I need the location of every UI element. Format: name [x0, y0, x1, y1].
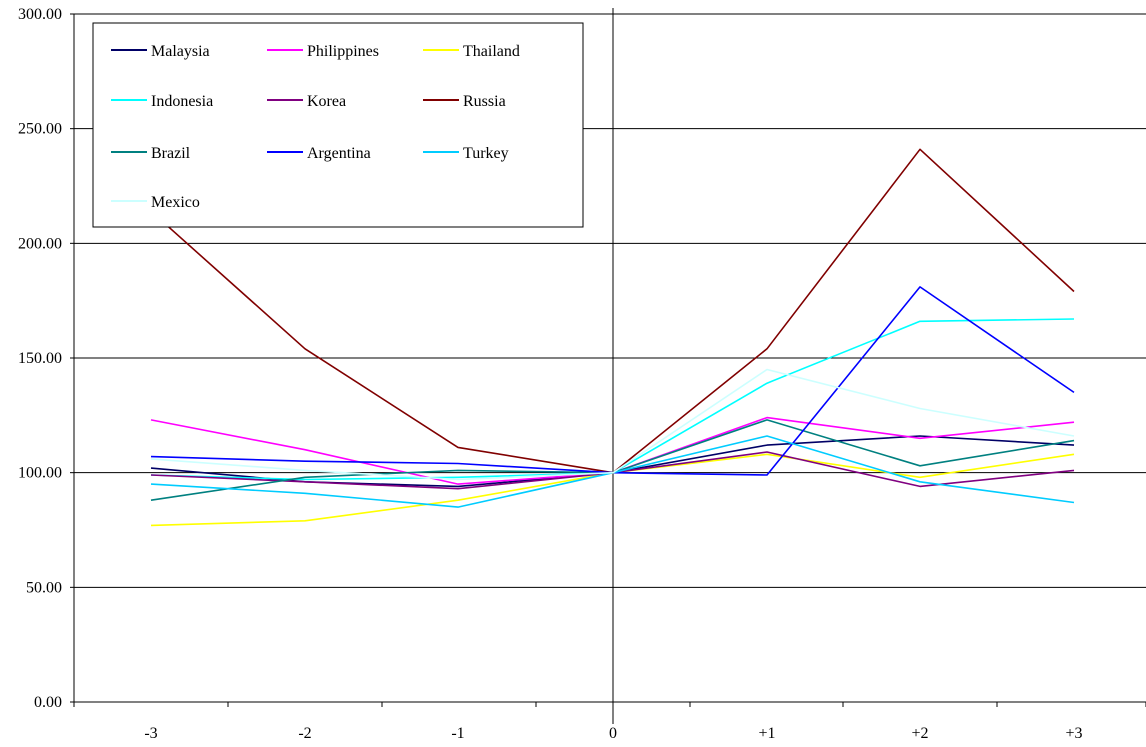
x-tick-label: +2	[911, 725, 928, 742]
x-tick-label: 0	[609, 725, 617, 742]
legend-label: Korea	[307, 93, 346, 110]
series-layer	[150, 148, 1075, 527]
y-tick-label: 200.00	[18, 235, 62, 252]
y-tick-label: 250.00	[18, 121, 62, 138]
legend-label: Argentina	[307, 145, 371, 162]
legend-label: Malaysia	[151, 43, 210, 60]
legend: Malaysia Philippines Thailand Indonesia Kore…	[92, 22, 584, 228]
legend-label: Indonesia	[151, 93, 213, 110]
x-tick-label: +3	[1065, 725, 1082, 742]
legend-label: Brazil	[151, 145, 191, 162]
y-tick-label: 50.00	[26, 579, 62, 596]
x-tick-label: -1	[451, 725, 464, 742]
legend-box	[92, 22, 584, 228]
axis-layer: 0.00 50.00 100.00 150.00 200.00 250.00 300.00 -…	[18, 6, 1146, 742]
x-tick-label: -2	[298, 725, 311, 742]
legend-label: Philippines	[307, 43, 379, 60]
y-tick-label: 300.00	[18, 6, 62, 23]
y-tick-label: 150.00	[18, 350, 62, 367]
y-tick-label: 100.00	[18, 465, 62, 482]
series-line-mexico	[150, 368, 1075, 481]
legend-label: Turkey	[463, 145, 509, 162]
legend-label: Russia	[463, 93, 506, 110]
x-tick-label: -3	[144, 725, 157, 742]
legend-label: Thailand	[463, 43, 520, 60]
y-tick-label: 0.00	[34, 694, 62, 711]
legend-label: Mexico	[151, 194, 200, 211]
x-tick-label: +1	[758, 725, 775, 742]
